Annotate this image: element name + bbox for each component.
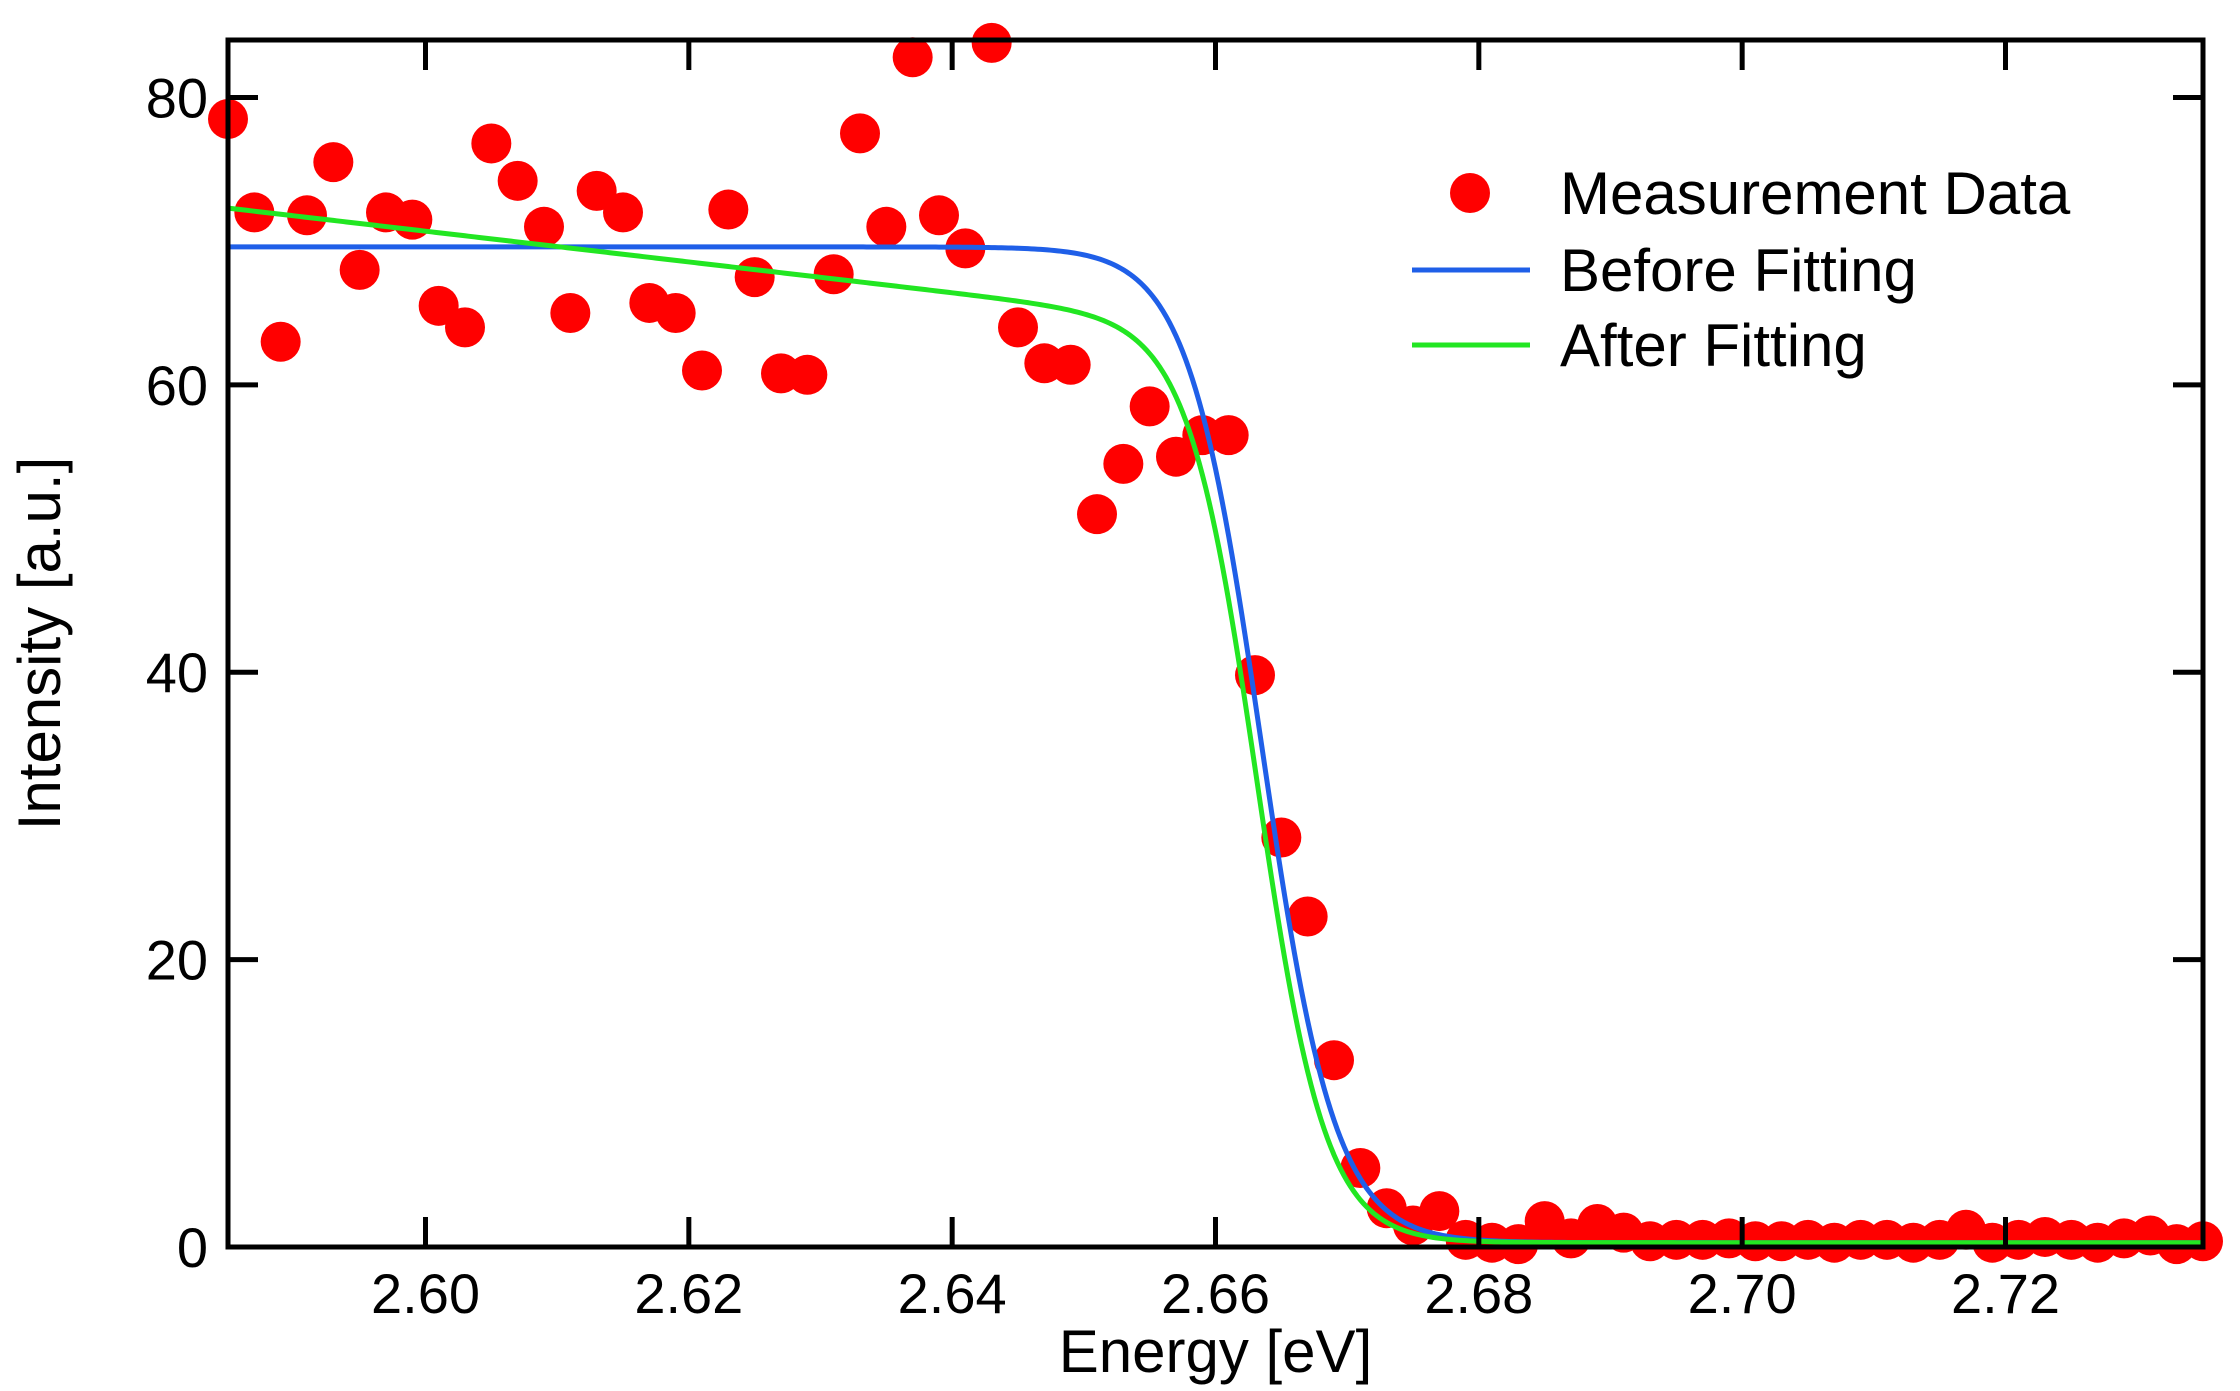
data-point xyxy=(682,350,722,391)
y-tick-label: 20 xyxy=(146,929,208,992)
x-tick-label: 2.62 xyxy=(634,1262,743,1325)
y-tick-label: 60 xyxy=(146,354,208,417)
data-point xyxy=(866,206,907,247)
y-tick-label: 40 xyxy=(146,641,208,704)
data-point xyxy=(1050,344,1091,385)
data-point xyxy=(971,22,1012,63)
legend-label-before-fitting: Before Fitting xyxy=(1560,237,1917,304)
data-point xyxy=(919,195,959,236)
data-point xyxy=(1287,896,1328,937)
x-tick-label: 2.64 xyxy=(898,1262,1007,1325)
x-tick-label: 2.72 xyxy=(1951,1262,2060,1325)
y-tick-label: 80 xyxy=(146,66,208,129)
legend: Measurement Data Before Fitting After Fi… xyxy=(1412,160,2071,379)
data-point xyxy=(550,293,591,334)
ticks-layer xyxy=(228,40,2203,1250)
legend-marker-measurement xyxy=(1450,173,1490,213)
series-line-after-fitting xyxy=(227,205,2203,1246)
series-lines-layer xyxy=(227,205,2203,1246)
data-point xyxy=(576,170,617,211)
data-point xyxy=(787,354,828,395)
data-point xyxy=(734,257,775,298)
data-point xyxy=(1156,436,1196,477)
data-point xyxy=(471,123,512,164)
data-point xyxy=(892,37,933,78)
data-point xyxy=(497,160,538,201)
x-axis-title: Energy [eV] xyxy=(1059,1318,1373,1385)
data-point xyxy=(313,142,354,183)
tick-labels-layer: 2.60 2.62 2.64 2.66 2.68 2.70 2.72 0 20 40 60 80 xyxy=(146,66,2060,1325)
legend-label-after-fitting: After Fitting xyxy=(1560,312,1867,379)
data-point xyxy=(1208,415,1249,456)
y-axis-title: Intensity [a.u.] xyxy=(6,457,73,831)
data-point xyxy=(708,189,749,230)
data-point xyxy=(1103,443,1144,484)
data-point xyxy=(1129,386,1170,427)
y-tick-label: 0 xyxy=(177,1216,208,1279)
data-point xyxy=(339,249,380,290)
data-point xyxy=(1077,494,1117,535)
data-point xyxy=(1261,817,1302,858)
data-point xyxy=(998,307,1038,348)
x-tick-label: 2.68 xyxy=(1424,1262,1533,1325)
x-tick-label: 2.66 xyxy=(1161,1262,1270,1325)
data-point xyxy=(1419,1191,1460,1232)
data-point xyxy=(603,192,643,233)
data-point xyxy=(840,113,880,154)
data-point xyxy=(418,285,459,326)
data-point xyxy=(655,293,696,334)
data-point xyxy=(813,254,854,295)
x-tick-label: 2.70 xyxy=(1688,1262,1797,1325)
series-line-before-fitting xyxy=(228,244,2203,1246)
x-tick-label: 2.60 xyxy=(371,1262,480,1325)
legend-label-measurement: Measurement Data xyxy=(1560,160,2071,227)
data-point xyxy=(445,307,485,348)
data-point xyxy=(260,321,301,362)
data-point xyxy=(524,206,564,247)
data-point xyxy=(1314,1040,1354,1081)
